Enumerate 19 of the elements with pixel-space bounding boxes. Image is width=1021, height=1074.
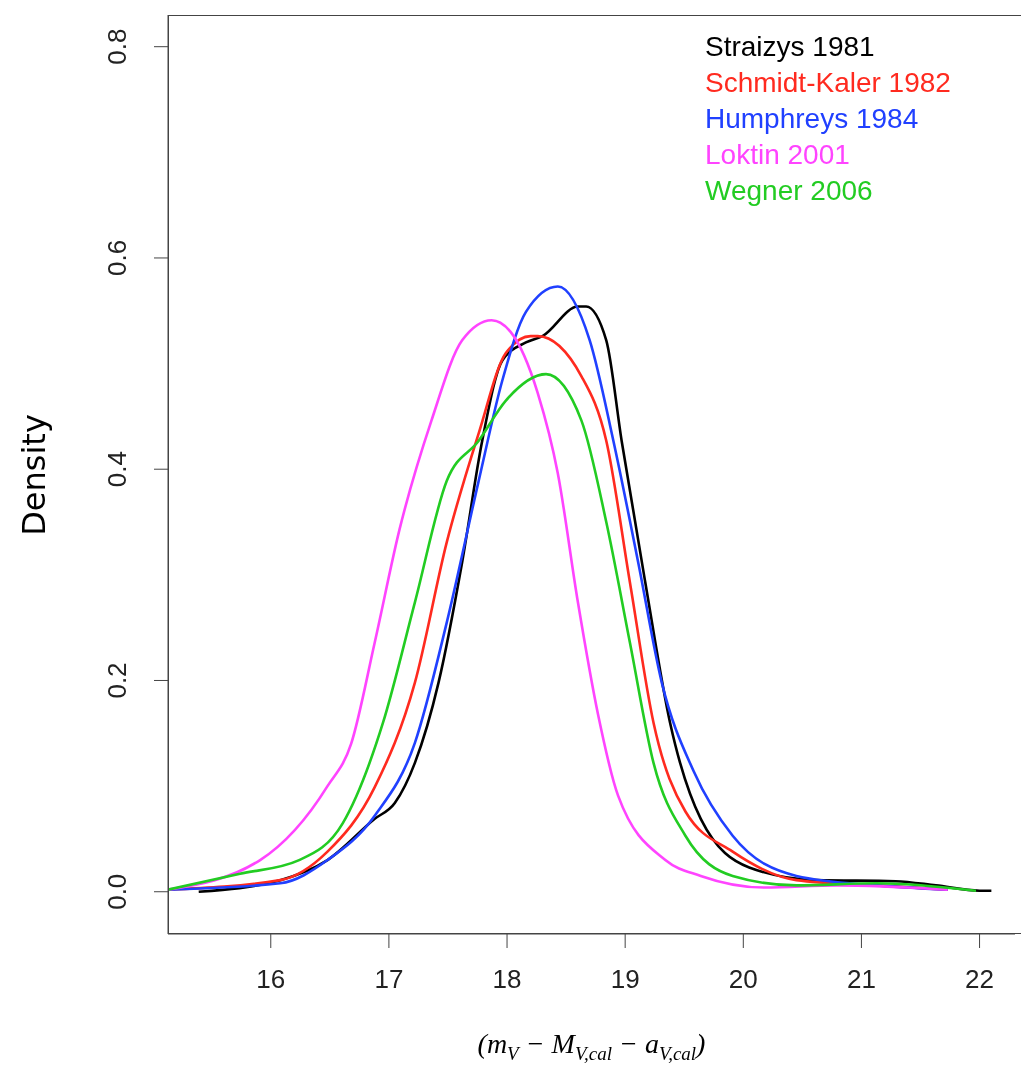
x-tick-label: 16 (256, 964, 286, 995)
text: Schmidt-Kaler 1982 (705, 66, 951, 100)
text: Loktin 2001 (705, 138, 851, 172)
text: Wegner 2006 (705, 174, 874, 208)
x-tick-label: 22 (965, 964, 995, 995)
x-tick-label: 21 (846, 964, 876, 995)
x-axis-title: (m$_{V}$ − M$_{V,cal}$ − a$_{V,cal}$) (477, 1028, 706, 1064)
y-tick-label: 0.2 (102, 662, 132, 699)
x-tick-label: 20 (728, 964, 758, 995)
text: Humphreys 1984 (705, 102, 920, 136)
x-tick-label: 19 (610, 964, 640, 995)
text: Straizys 1981 (705, 30, 876, 64)
y-axis-title: Density (15, 413, 53, 536)
y-tick-label: 0.4 (102, 451, 132, 488)
y-tick-label: 0.8 (102, 28, 132, 65)
x-tick-label: 17 (374, 964, 404, 995)
y-tick-label: 0.0 (102, 873, 132, 910)
y-tick-label: 0.6 (102, 239, 132, 277)
x-tick-label: 18 (492, 964, 522, 995)
